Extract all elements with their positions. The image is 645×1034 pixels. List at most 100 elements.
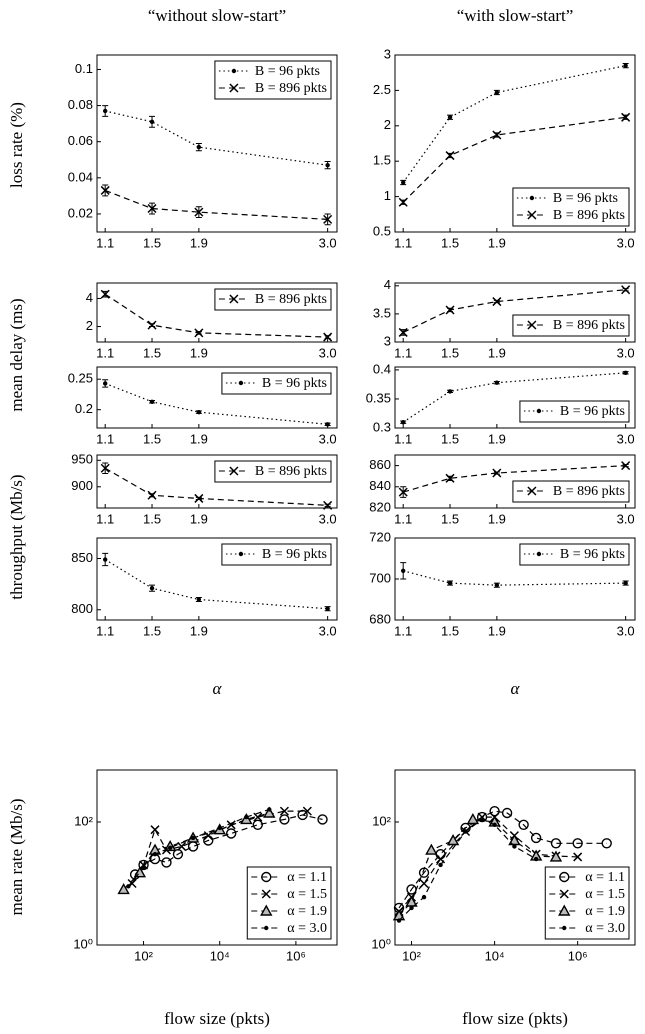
y-tick-label: 2.5 [373, 82, 391, 97]
marker [492, 468, 502, 478]
marker [447, 115, 453, 120]
marker [549, 850, 563, 862]
marker [229, 294, 239, 304]
plot-frame [394, 769, 636, 946]
marker [529, 195, 535, 201]
x-tick-label: 1.1 [394, 623, 412, 638]
x-tick-label: 10² [402, 948, 421, 963]
marker [102, 108, 108, 114]
x-tick-label: 1.9 [190, 623, 208, 638]
marker [323, 500, 333, 510]
marker [194, 328, 204, 338]
y-tick-label: 0.04 [68, 169, 93, 184]
legend: B = 96 pkts [221, 372, 332, 395]
marker [621, 112, 631, 122]
marker [260, 904, 273, 916]
panel: 680 700 720 1.1 1.5 1.9 3.0 B = 96 pkts [369, 529, 636, 638]
y-tick-label: 4 [86, 290, 93, 305]
x-tick-label: 1.1 [394, 235, 412, 250]
series-line [398, 810, 607, 909]
series-line [402, 116, 626, 203]
y-tick-label: 2 [384, 117, 391, 132]
x-tick-label: 1.9 [190, 345, 208, 360]
y-tick-label: 0.02 [68, 205, 93, 220]
x-tick-label: 1.1 [394, 431, 412, 446]
x-tick-label: 3.0 [319, 511, 337, 526]
legend-entry: B = 96 pkts [225, 547, 327, 562]
legend-label: α = 1.9 [585, 904, 625, 919]
x-tick-label: 1.1 [394, 511, 412, 526]
x-tick-label: 10⁶ [568, 948, 588, 963]
panel: 2 4 1.1 1.5 1.9 3.0 B = 896 pkts [86, 282, 338, 360]
marker [445, 305, 455, 315]
marker [190, 835, 196, 841]
y-tick-label: 4 [384, 277, 391, 292]
x-tick-label: 1.9 [190, 511, 208, 526]
marker [445, 151, 455, 161]
legend-box [544, 866, 630, 940]
series-line [402, 289, 626, 333]
legend-entry: B = 96 pkts [218, 64, 320, 79]
plot-frame [96, 282, 338, 343]
row-label: mean delay (ms) [7, 298, 26, 411]
marker [196, 144, 202, 150]
legend: B = 96 pkts [519, 400, 630, 423]
legend: B = 96 pkts [519, 543, 630, 566]
marker [100, 185, 110, 195]
series-line [104, 189, 328, 220]
legend-entry: B = 896 pkts [516, 318, 625, 333]
row-label: loss rate (%) [7, 102, 26, 188]
y-tick-label: 10² [372, 813, 391, 828]
legend-label: B = 896 pkts [255, 464, 327, 479]
marker [147, 490, 157, 500]
marker [527, 210, 537, 220]
y-tick-label: 720 [369, 529, 391, 544]
x-tick-label: 1.9 [488, 431, 506, 446]
x-tick-label: 3.0 [617, 345, 635, 360]
marker [530, 832, 542, 844]
legend-box [221, 543, 332, 566]
marker [149, 399, 155, 404]
marker [445, 473, 455, 483]
marker [325, 422, 330, 427]
marker [518, 819, 529, 830]
legend-entry: B = 896 pkts [218, 464, 327, 479]
marker [562, 925, 567, 931]
x-tick-label: 1.5 [143, 345, 161, 360]
legend: B = 96 pkts B = 896 pkts [214, 60, 332, 100]
marker [558, 904, 571, 916]
marker [601, 838, 612, 849]
series-line [104, 467, 328, 506]
y-tick-label: 0.08 [68, 97, 93, 112]
x-tick-label: 1.9 [488, 623, 506, 638]
legend-label: B = 896 pkts [553, 484, 625, 499]
marker [492, 822, 497, 827]
marker [559, 871, 570, 883]
marker [194, 493, 204, 503]
marker [149, 586, 155, 591]
marker [147, 320, 157, 330]
series-line [398, 818, 556, 917]
legend: α = 1.1 α = 1.5 α = 1.9 α = 3.0 [544, 866, 630, 940]
marker [621, 285, 631, 295]
legend: α = 1.1 α = 1.5 α = 1.9 α = 3.0 [246, 866, 332, 940]
marker [147, 203, 157, 214]
legend: B = 96 pkts B = 896 pkts [512, 187, 630, 227]
x-tick-label: 1.5 [143, 235, 161, 250]
marker [317, 814, 328, 825]
marker [102, 557, 108, 562]
x-tick-label: 1.1 [96, 431, 114, 446]
y-tick-label: 1.5 [373, 153, 391, 168]
legend-entry: α = 1.1 [251, 870, 327, 885]
x-tick-label: 1.1 [394, 345, 412, 360]
marker [501, 807, 513, 819]
legend-label: α = 1.5 [287, 887, 327, 902]
y-tick-label: 1 [384, 188, 391, 203]
marker [229, 466, 239, 476]
marker [302, 806, 312, 816]
y-tick-label: 860 [369, 457, 391, 472]
panel: 0.3 0.35 0.4 1.1 1.5 1.9 3.0 B = 96 pkts [366, 361, 636, 446]
x-tick-label: 3.0 [617, 235, 635, 250]
marker [400, 568, 406, 573]
